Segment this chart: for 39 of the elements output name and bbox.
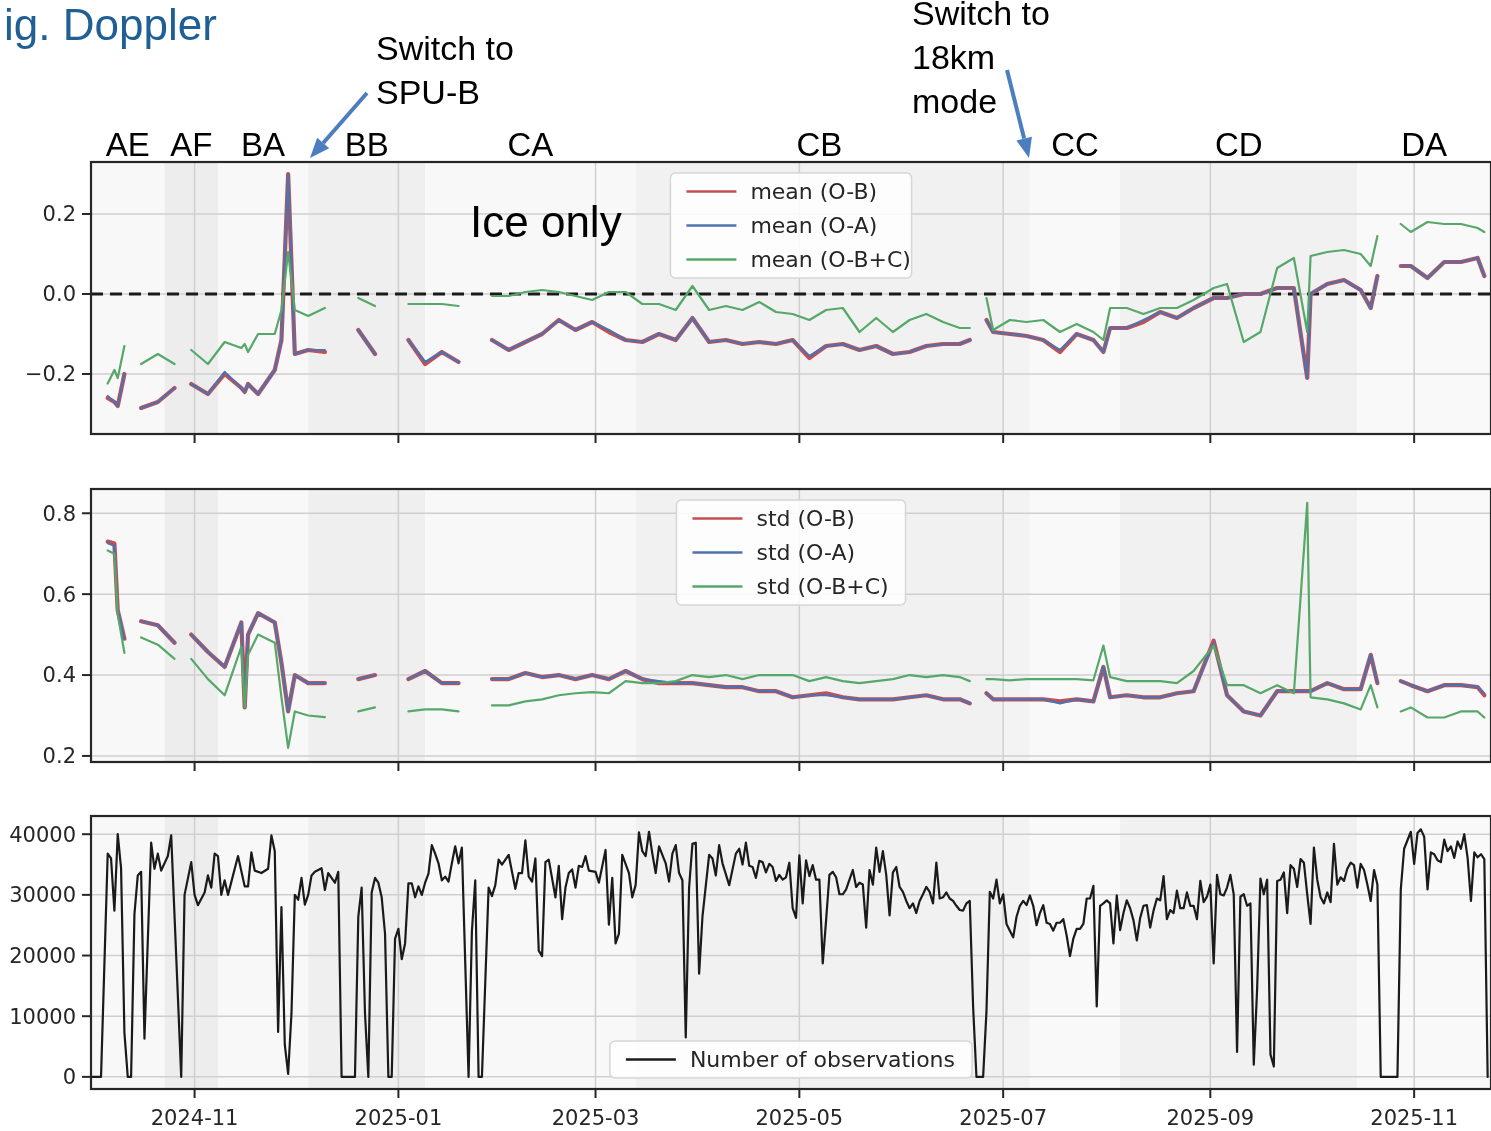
y-tick-label: 10000 (9, 1004, 76, 1029)
band-label: BB (344, 126, 389, 163)
text: Switch to 18km mode (912, 0, 1050, 120)
band-label: DA (1401, 126, 1448, 163)
band-label: CB (796, 126, 843, 163)
legend-label: std (O-B+C) (756, 574, 889, 600)
y-tick-label: 30000 (9, 883, 76, 908)
y-tick-label: 0 (62, 1065, 76, 1090)
x-tick-label: 2025-11 (1370, 1106, 1459, 1130)
y-tick-label: 0.4 (42, 663, 76, 688)
y-tick-label: 40000 (9, 822, 76, 847)
band-label: CD (1214, 126, 1263, 163)
x-tick-label: 2025-09 (1166, 1106, 1255, 1130)
legend-label: std (O-A) (756, 540, 856, 566)
band-label: CC (1051, 126, 1099, 163)
y-tick-label: 20000 (9, 943, 76, 968)
legend-label: std (O-B) (756, 506, 855, 532)
x-tick-label: 2024-11 (150, 1106, 239, 1130)
x-tick-label: 2025-03 (551, 1106, 640, 1130)
y-tick-label: 0.8 (42, 501, 76, 526)
x-tick-label: 2025-07 (959, 1106, 1048, 1130)
chart-title: ig. Doppler (4, 0, 217, 49)
legend-label: mean (O-B) (750, 179, 878, 205)
legend-label: mean (O-B+C) (750, 247, 911, 273)
band-label: AE (105, 126, 150, 163)
text: Switch to SPU-B (376, 29, 514, 111)
x-tick-label: 2025-01 (354, 1106, 443, 1130)
band-label: CA (507, 126, 554, 163)
annotation: Ice only (470, 197, 622, 246)
band-label: BA (241, 126, 286, 163)
y-tick-label: −0.2 (25, 362, 76, 387)
y-tick-label: 0.0 (42, 282, 76, 307)
band-label: AF (170, 126, 213, 163)
x-tick-label: 2025-05 (755, 1106, 844, 1130)
y-tick-label: 0.6 (42, 582, 76, 607)
legend-label: mean (O-A) (750, 213, 878, 239)
legend-label: Number of observations (689, 1047, 956, 1073)
y-tick-label: 0.2 (42, 744, 76, 769)
y-tick-label: 0.2 (42, 202, 76, 227)
